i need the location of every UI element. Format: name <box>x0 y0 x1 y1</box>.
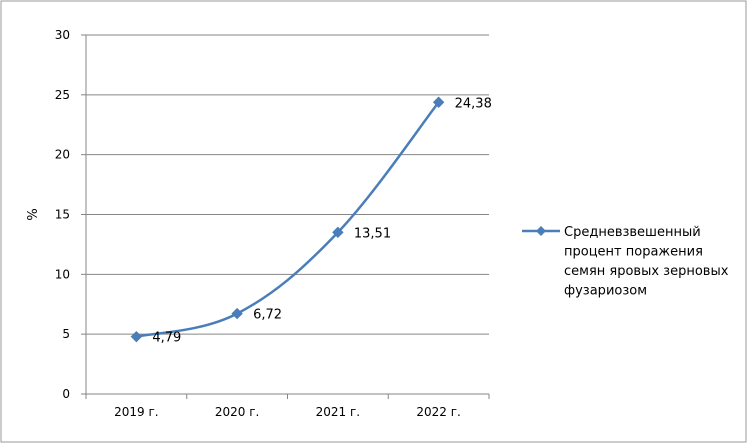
series-path <box>136 101 440 338</box>
legend: Средневзвешенный процент поражения семян… <box>522 225 729 299</box>
data-label: 24,38 <box>455 96 492 111</box>
legend-diamond-marker <box>536 226 546 236</box>
legend-text-line-3: семян яровых зерновых <box>564 264 729 279</box>
data-point-marker <box>231 307 243 320</box>
legend-text-line-4: фузариозом <box>564 284 647 299</box>
legend-text-line-2: процент поражения <box>564 245 703 260</box>
x-tick-label: 2022 г. <box>416 405 460 419</box>
data-labels: 4,79 6,72 13,51 24,38 <box>152 96 491 345</box>
x-tick-label: 2019 г. <box>114 405 158 419</box>
axes: 0 5 10 15 20 25 30 2019 г. 2020 г. 2021 г. 2022 г. <box>55 28 490 419</box>
y-tick-label: 5 <box>62 327 70 341</box>
data-point-marker <box>130 330 143 343</box>
x-tick-label: 2020 г. <box>215 405 259 419</box>
data-label: 4,79 <box>152 331 181 346</box>
y-tick-label: 15 <box>55 208 70 222</box>
y-axis-title: % <box>26 208 41 220</box>
data-point-marker <box>432 96 445 108</box>
y-tick-label: 30 <box>55 28 70 42</box>
data-label: 6,72 <box>253 308 282 323</box>
y-tick-label: 20 <box>55 148 70 162</box>
legend-text-line-1: Средневзвешенный <box>564 225 701 240</box>
x-tick-label: 2021 г. <box>316 405 360 419</box>
series-line <box>130 96 445 343</box>
gridlines <box>86 34 489 335</box>
y-tick-label: 25 <box>55 88 70 102</box>
data-label: 13,51 <box>354 226 391 241</box>
y-tick-label: 0 <box>62 387 70 401</box>
y-tick-label: 10 <box>55 267 70 281</box>
data-point-marker <box>332 226 344 239</box>
